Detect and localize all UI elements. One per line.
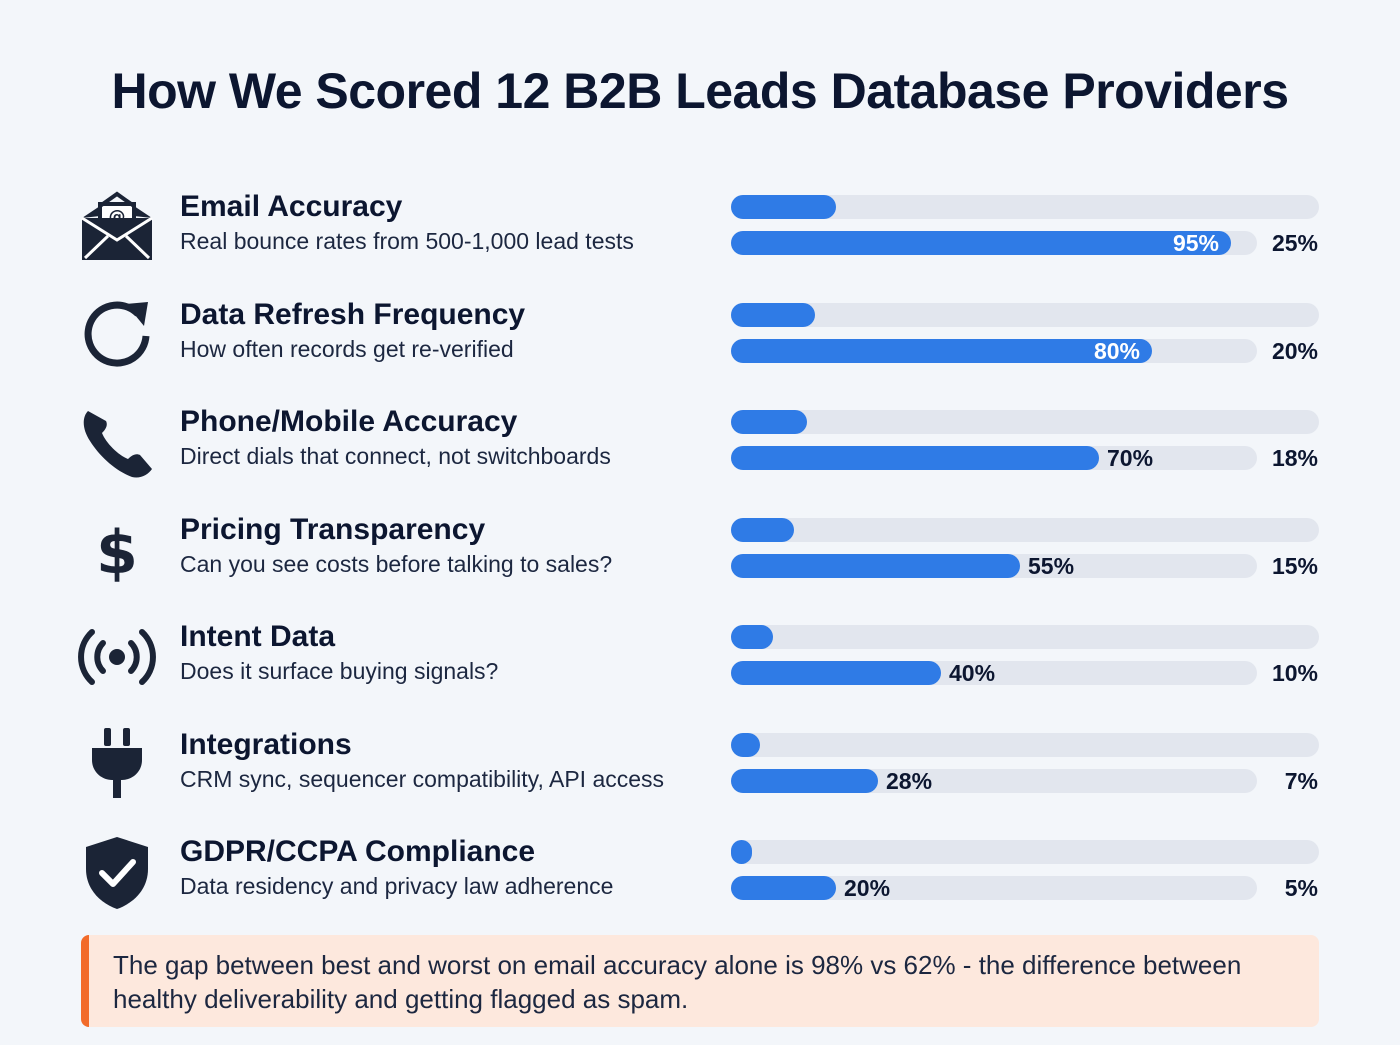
page-title: How We Scored 12 B2B Leads Database Prov… <box>111 63 1289 119</box>
weight-label: 10% <box>1271 660 1318 686</box>
weight-label: 20% <box>1271 338 1318 364</box>
svg-text:$: $ <box>96 518 138 588</box>
score-label: 70% <box>1107 445 1154 471</box>
refresh-icon <box>78 296 156 374</box>
broadcast-icon <box>78 618 156 696</box>
criterion-row: @ Email Accuracy Real bounce rates from 50… <box>0 188 1400 288</box>
criterion-label: Phone/Mobile Accuracy <box>180 405 518 438</box>
score-label: 55% <box>1028 553 1075 579</box>
score-label: 20% <box>844 875 891 901</box>
weight-label: 15% <box>1271 553 1318 579</box>
callout-text: The gap between best and worst on email … <box>113 950 1242 1014</box>
score-bar <box>731 446 1099 470</box>
score-bar-track: 55% <box>731 553 1257 579</box>
score-bar <box>731 769 878 793</box>
score-label: 80% <box>1093 338 1140 364</box>
criterion-label: GDPR/CCPA Compliance <box>180 835 536 868</box>
criterion-label: Integrations <box>180 728 352 761</box>
score-bar-track: 70% <box>731 445 1257 471</box>
score-bar <box>731 554 1020 578</box>
score-bar-track: 28% <box>731 768 1257 794</box>
criterion-label: Data Refresh Frequency <box>180 298 526 331</box>
weight-label: 18% <box>1271 445 1318 471</box>
criterion-description: How often records get re-verified <box>180 336 514 362</box>
score-bar <box>731 876 836 900</box>
criterion-label: Pricing Transparency <box>180 513 486 546</box>
criterion-description: Can you see costs before talking to sale… <box>180 551 613 577</box>
weight-bar-track <box>731 625 1319 649</box>
criterion-row: Intent Data Does it surface buying signal… <box>0 618 1400 718</box>
weight-label: 7% <box>1284 768 1318 794</box>
score-bar-track: 40% <box>731 660 1257 686</box>
weight-label: 5% <box>1284 875 1318 901</box>
score-bar-track: 80% <box>731 339 1257 363</box>
dollar-icon: $ <box>78 511 156 589</box>
criterion-row: Phone/Mobile Accuracy Direct dials that c… <box>0 403 1400 503</box>
criterion-row: Integrations CRM sync, sequencer compatib… <box>0 726 1400 826</box>
score-label: 40% <box>949 660 996 686</box>
criterion-row: $ Pricing Transparency Can you see costs b… <box>0 511 1400 611</box>
shield-check-icon <box>78 833 156 911</box>
score-label: 95% <box>1172 230 1219 256</box>
criterion-description: Direct dials that connect, not switchboa… <box>180 443 611 469</box>
criterion-description: Does it surface buying signals? <box>180 658 499 684</box>
weight-bar <box>731 303 815 327</box>
score-bar-track: 20% <box>731 875 1257 901</box>
plug-icon <box>78 726 156 804</box>
weight-bar-track <box>731 303 1319 327</box>
score-bar: 95% <box>731 231 1231 255</box>
score-bar-track: 95% <box>731 231 1257 255</box>
weight-bar <box>731 840 752 864</box>
criterion-row: GDPR/CCPA Compliance Data residency and p… <box>0 833 1400 933</box>
criterion-label: Intent Data <box>180 620 336 653</box>
phone-icon <box>78 403 156 481</box>
criterion-description: Data residency and privacy law adherence <box>180 873 614 899</box>
weight-bar-track <box>731 195 1319 219</box>
weight-bar <box>731 195 836 219</box>
weight-bar-track <box>731 733 1319 757</box>
criterion-description: CRM sync, sequencer compatibility, API a… <box>180 766 665 792</box>
weight-label: 25% <box>1271 230 1318 256</box>
envelope-icon: @ <box>78 188 156 266</box>
score-bar <box>731 661 941 685</box>
score-bar: 80% <box>731 339 1152 363</box>
weight-bar-track <box>731 518 1319 542</box>
score-label: 28% <box>886 768 933 794</box>
criterion-description: Real bounce rates from 500-1,000 lead te… <box>180 228 634 254</box>
weight-bar-track <box>731 410 1319 434</box>
weight-bar <box>731 518 794 542</box>
weight-bar <box>731 410 807 434</box>
weight-bar <box>731 625 773 649</box>
weight-bar-track <box>731 840 1319 864</box>
criterion-label: Email Accuracy <box>180 190 403 223</box>
weight-bar <box>731 733 760 757</box>
callout-note: The gap between best and worst on email … <box>81 935 1319 1027</box>
criterion-row: Data Refresh Frequency How often records … <box>0 296 1400 396</box>
